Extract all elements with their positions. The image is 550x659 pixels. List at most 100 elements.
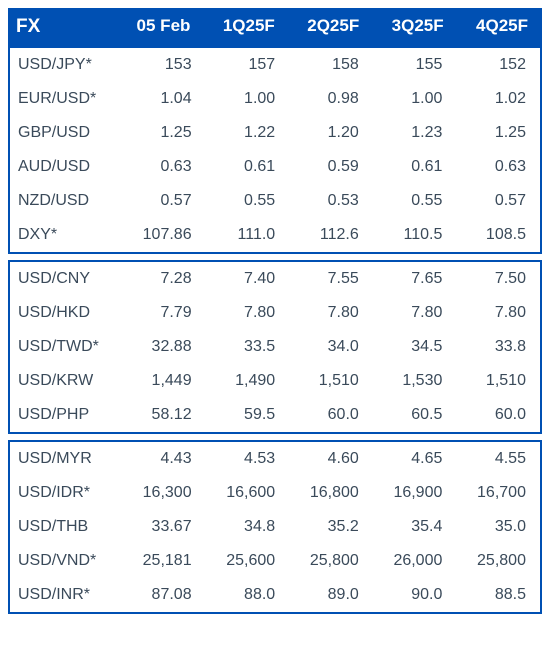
row-value: 158 — [285, 56, 369, 74]
row-value: 1.25 — [452, 124, 536, 142]
row-value: 4.60 — [285, 450, 369, 468]
row-value: 1.00 — [202, 90, 286, 108]
table-row: USD/TWD*32.8833.534.034.533.8 — [10, 330, 540, 364]
row-value: 34.8 — [202, 518, 286, 536]
row-value: 153 — [118, 56, 202, 74]
row-label: USD/JPY* — [14, 56, 118, 74]
row-value: 0.61 — [369, 158, 453, 176]
row-value: 1,490 — [202, 372, 286, 390]
table-row: DXY*107.86111.0112.6110.5108.5 — [10, 218, 540, 252]
row-value: 1.00 — [369, 90, 453, 108]
table-row: USD/CNY7.287.407.557.657.50 — [10, 262, 540, 296]
row-value: 32.88 — [118, 338, 202, 356]
row-label: USD/HKD — [14, 304, 118, 322]
row-value: 0.55 — [369, 192, 453, 210]
row-label: USD/TWD* — [14, 338, 118, 356]
table-row: USD/KRW1,4491,4901,5101,5301,510 — [10, 364, 540, 398]
row-value: 7.80 — [369, 304, 453, 322]
row-value: 7.28 — [118, 270, 202, 288]
row-value: 35.2 — [285, 518, 369, 536]
row-value: 35.4 — [369, 518, 453, 536]
table-row: USD/THB33.6734.835.235.435.0 — [10, 510, 540, 544]
table-row: USD/HKD7.797.807.807.807.80 — [10, 296, 540, 330]
table-row: USD/JPY*153157158155152 — [10, 48, 540, 82]
row-value: 89.0 — [285, 586, 369, 604]
row-value: 1.04 — [118, 90, 202, 108]
row-value: 16,700 — [452, 484, 536, 502]
header-1q25f: 1Q25F — [200, 16, 284, 38]
row-value: 0.57 — [452, 192, 536, 210]
row-value: 87.08 — [118, 586, 202, 604]
row-value: 35.0 — [452, 518, 536, 536]
row-value: 33.5 — [202, 338, 286, 356]
row-value: 25,800 — [452, 552, 536, 570]
row-value: 0.61 — [202, 158, 286, 176]
row-value: 16,800 — [285, 484, 369, 502]
row-value: 1,510 — [452, 372, 536, 390]
row-value: 59.5 — [202, 406, 286, 424]
row-value: 0.63 — [118, 158, 202, 176]
row-value: 4.65 — [369, 450, 453, 468]
row-label: DXY* — [14, 226, 118, 244]
table-row: USD/MYR4.434.534.604.654.55 — [10, 442, 540, 476]
table-row: USD/PHP58.1259.560.060.560.0 — [10, 398, 540, 432]
row-label: USD/MYR — [14, 450, 118, 468]
row-value: 7.80 — [452, 304, 536, 322]
row-label: USD/VND* — [14, 552, 118, 570]
row-value: 1.25 — [118, 124, 202, 142]
row-value: 1.20 — [285, 124, 369, 142]
table-row: AUD/USD0.630.610.590.610.63 — [10, 150, 540, 184]
row-value: 1.23 — [369, 124, 453, 142]
table-row: USD/IDR*16,30016,60016,80016,90016,700 — [10, 476, 540, 510]
header-3q25f: 3Q25F — [369, 16, 453, 38]
row-value: 7.80 — [285, 304, 369, 322]
row-value: 16,900 — [369, 484, 453, 502]
row-label: USD/THB — [14, 518, 118, 536]
row-value: 26,000 — [369, 552, 453, 570]
row-value: 88.5 — [452, 586, 536, 604]
row-value: 7.65 — [369, 270, 453, 288]
row-label: USD/CNY — [14, 270, 118, 288]
table-row: USD/VND*25,18125,60025,80026,00025,800 — [10, 544, 540, 578]
row-value: 7.79 — [118, 304, 202, 322]
row-value: 152 — [452, 56, 536, 74]
row-value: 7.55 — [285, 270, 369, 288]
row-value: 33.8 — [452, 338, 536, 356]
row-label: EUR/USD* — [14, 90, 118, 108]
row-value: 0.98 — [285, 90, 369, 108]
row-value: 60.5 — [369, 406, 453, 424]
row-value: 0.53 — [285, 192, 369, 210]
row-value: 7.80 — [202, 304, 286, 322]
row-value: 33.67 — [118, 518, 202, 536]
row-value: 25,181 — [118, 552, 202, 570]
row-value: 108.5 — [452, 226, 536, 244]
row-value: 0.55 — [202, 192, 286, 210]
row-value: 1,449 — [118, 372, 202, 390]
table-section: USD/MYR4.434.534.604.654.55USD/IDR*16,30… — [8, 440, 542, 614]
row-label: AUD/USD — [14, 158, 118, 176]
row-value: 16,300 — [118, 484, 202, 502]
row-value: 7.40 — [202, 270, 286, 288]
row-label: USD/IDR* — [14, 484, 118, 502]
row-value: 111.0 — [202, 226, 286, 244]
row-label: GBP/USD — [14, 124, 118, 142]
row-value: 25,800 — [285, 552, 369, 570]
row-value: 1.02 — [452, 90, 536, 108]
table-row: NZD/USD0.570.550.530.550.57 — [10, 184, 540, 218]
row-value: 155 — [369, 56, 453, 74]
row-value: 60.0 — [452, 406, 536, 424]
header-fx: FX — [12, 16, 116, 38]
header-4q25f: 4Q25F — [454, 16, 538, 38]
row-value: 34.5 — [369, 338, 453, 356]
row-label: USD/INR* — [14, 586, 118, 604]
table-section: USD/CNY7.287.407.557.657.50USD/HKD7.797.… — [8, 260, 542, 434]
row-value: 60.0 — [285, 406, 369, 424]
row-value: 157 — [202, 56, 286, 74]
row-value: 4.43 — [118, 450, 202, 468]
fx-forecast-table: FX 05 Feb 1Q25F 2Q25F 3Q25F 4Q25F USD/JP… — [8, 8, 542, 614]
row-value: 25,600 — [202, 552, 286, 570]
row-label: USD/KRW — [14, 372, 118, 390]
row-value: 90.0 — [369, 586, 453, 604]
row-label: USD/PHP — [14, 406, 118, 424]
row-value: 58.12 — [118, 406, 202, 424]
